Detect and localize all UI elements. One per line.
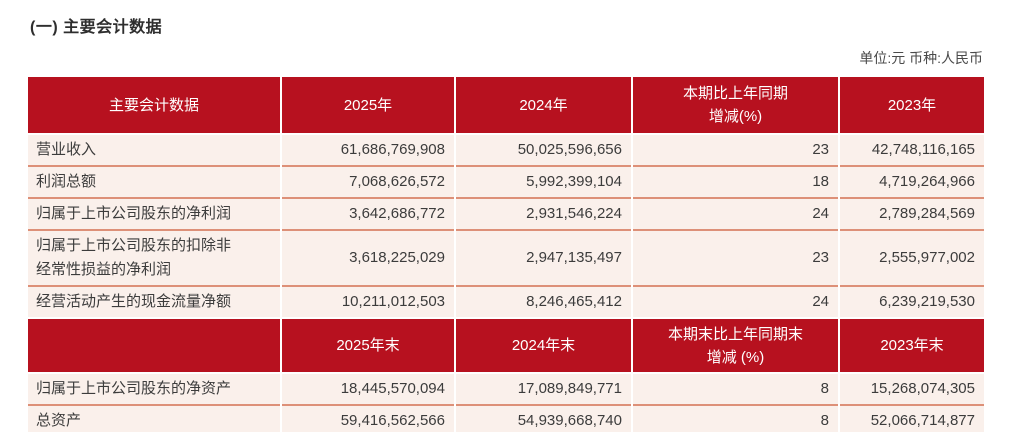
- row-label: 归属于上市公司股东的净资产: [28, 372, 282, 405]
- cell-value: 3,618,225,029: [281, 229, 456, 286]
- row-label: 营业收入: [28, 133, 282, 166]
- table-row: 总资产 59,416,562,566 54,939,668,740 8 52,066,7…: [28, 404, 984, 432]
- cell-value: 2,931,546,224: [455, 197, 633, 230]
- cell-value: 3,642,686,772: [281, 197, 456, 230]
- accounting-table-body: 主要会计数据 2025年 2024年 本期比上年同期 增减(%) 2023年 营业收入 61,…: [28, 75, 984, 432]
- column-header: 2024年: [455, 75, 633, 134]
- cell-value: 23: [632, 229, 840, 286]
- column-header: 2024年末: [455, 317, 633, 373]
- cell-value: 4,719,264,966: [839, 165, 984, 198]
- accounting-table: 主要会计数据 2025年 2024年 本期比上年同期 增减(%) 2023年 营业收入 61,…: [28, 75, 984, 432]
- row-label: 总资产: [28, 404, 282, 432]
- table-row: 归属于上市公司股东的净资产 18,445,570,094 17,089,849,77…: [28, 372, 984, 405]
- cell-value: 50,025,596,656: [455, 133, 633, 166]
- cell-value: 8: [632, 372, 840, 405]
- cell-value: 24: [632, 285, 840, 318]
- column-header: [28, 317, 282, 373]
- cell-value: 42,748,116,165: [839, 133, 984, 166]
- cell-value: 6,239,219,530: [839, 285, 984, 318]
- cell-value: 61,686,769,908: [281, 133, 456, 166]
- unit-note: 单位:元 币种:人民币: [859, 50, 983, 66]
- cell-value: 54,939,668,740: [455, 404, 633, 432]
- row-label: 归属于上市公司股东的扣除非 经常性损益的净利润: [28, 229, 282, 286]
- column-header: 本期末比上年同期末 增减 (%): [632, 317, 840, 373]
- cell-value: 24: [632, 197, 840, 230]
- table-row: 归属于上市公司股东的扣除非 经常性损益的净利润 3,618,225,029 2,94…: [28, 229, 984, 286]
- cell-value: 23: [632, 133, 840, 166]
- table-header-row: 2025年末 2024年末 本期末比上年同期末 增减 (%) 2023年末: [28, 317, 984, 373]
- cell-value: 52,066,714,877: [839, 404, 984, 432]
- cell-value: 15,268,074,305: [839, 372, 984, 405]
- column-header: 主要会计数据: [28, 75, 282, 134]
- cell-value: 5,992,399,104: [455, 165, 633, 198]
- cell-value: 10,211,012,503: [281, 285, 456, 318]
- page-title: (一) 主要会计数据: [30, 19, 163, 36]
- cell-value: 59,416,562,566: [281, 404, 456, 432]
- cell-value: 2,555,977,002: [839, 229, 984, 286]
- cell-value: 18,445,570,094: [281, 372, 456, 405]
- table-row: 经营活动产生的现金流量净额 10,211,012,503 8,246,465,412…: [28, 285, 984, 318]
- table-row: 利润总额 7,068,626,572 5,992,399,104 18 4,719,26…: [28, 165, 984, 198]
- cell-value: 8,246,465,412: [455, 285, 633, 318]
- table-header-row: 主要会计数据 2025年 2024年 本期比上年同期 增减(%) 2023年: [28, 75, 984, 134]
- row-label: 利润总额: [28, 165, 282, 198]
- cell-value: 8: [632, 404, 840, 432]
- cell-value: 2,947,135,497: [455, 229, 633, 286]
- column-header: 2025年: [281, 75, 456, 134]
- cell-value: 7,068,626,572: [281, 165, 456, 198]
- column-header: 本期比上年同期 增减(%): [632, 75, 840, 134]
- column-header: 2023年: [839, 75, 984, 134]
- table-row: 归属于上市公司股东的净利润 3,642,686,772 2,931,546,224 2…: [28, 197, 984, 230]
- cell-value: 18: [632, 165, 840, 198]
- cell-value: 17,089,849,771: [455, 372, 633, 405]
- column-header: 2025年末: [281, 317, 456, 373]
- row-label: 经营活动产生的现金流量净额: [28, 285, 282, 318]
- row-label: 归属于上市公司股东的净利润: [28, 197, 282, 230]
- table-row: 营业收入 61,686,769,908 50,025,596,656 23 42,748…: [28, 133, 984, 166]
- cell-value: 2,789,284,569: [839, 197, 984, 230]
- column-header: 2023年末: [839, 317, 984, 373]
